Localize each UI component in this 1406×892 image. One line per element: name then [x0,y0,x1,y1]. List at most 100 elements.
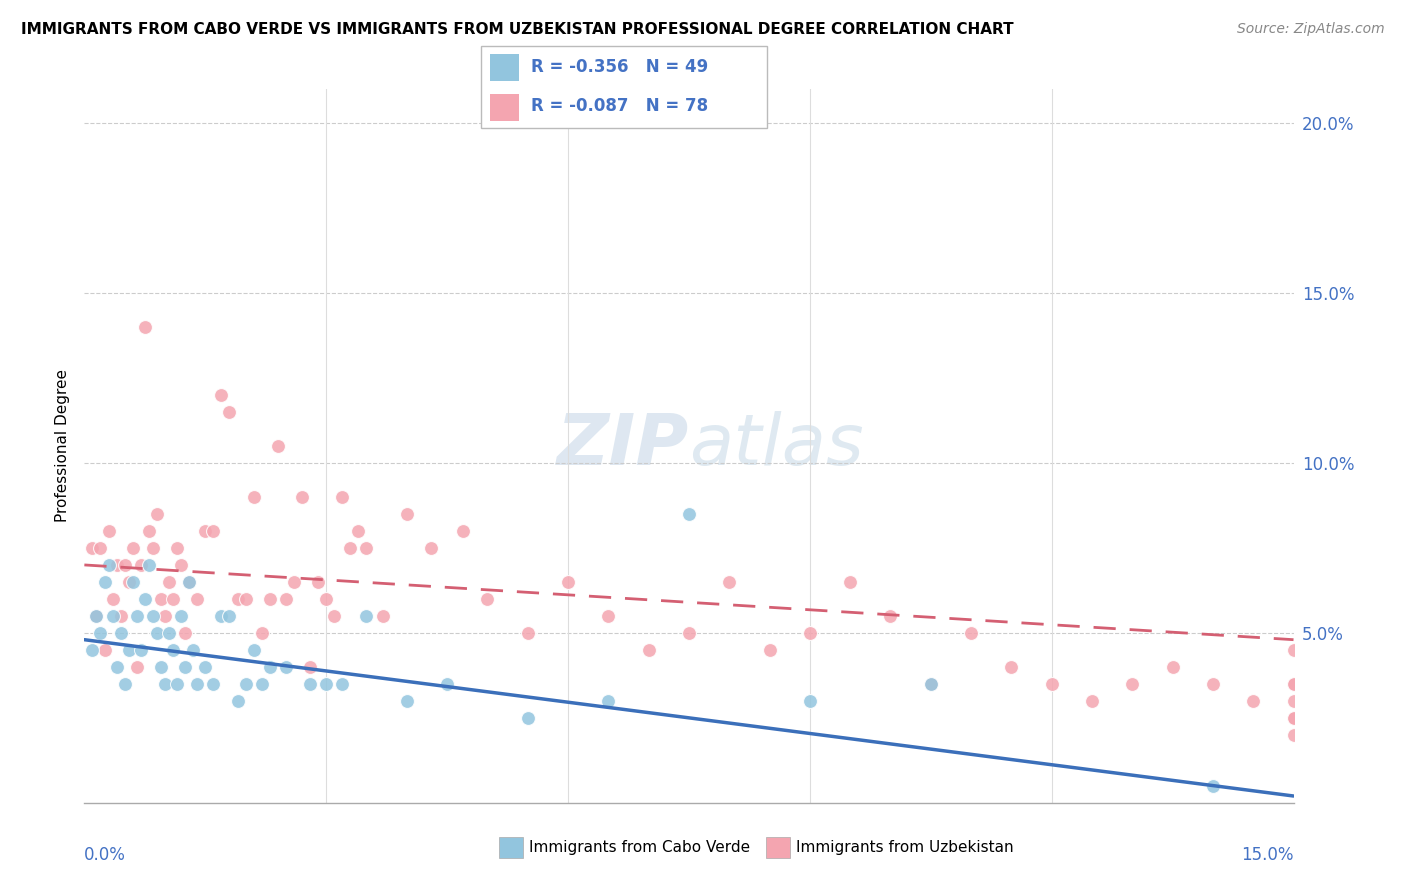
Point [356,608,378,623]
Point [174,660,197,674]
Point [226,694,249,708]
Point [1282,643,1305,657]
Point [93,643,115,657]
Point [315,591,337,606]
Text: 15.0%: 15.0% [1241,846,1294,863]
Text: ZIP: ZIP [557,411,689,481]
Point [371,608,394,623]
Point [1282,728,1305,742]
Point [330,490,353,504]
Text: IMMIGRANTS FROM CABO VERDE VS IMMIGRANTS FROM UZBEKISTAN PROFESSIONAL DEGREE COR: IMMIGRANTS FROM CABO VERDE VS IMMIGRANTS… [21,22,1014,37]
Point [299,677,322,691]
Point [170,558,193,572]
Point [89,541,111,555]
Point [142,608,165,623]
Point [356,541,378,555]
Point [153,608,176,623]
Point [291,490,314,504]
Point [186,677,208,691]
Point [395,507,418,521]
Point [162,643,184,657]
Point [218,608,240,623]
Text: Source: ZipAtlas.com: Source: ZipAtlas.com [1237,22,1385,37]
Point [118,574,141,589]
Point [157,626,180,640]
Point [1241,694,1264,708]
Point [209,388,232,402]
Point [758,643,780,657]
FancyBboxPatch shape [489,54,519,81]
Point [283,574,305,589]
FancyBboxPatch shape [489,94,519,120]
Point [1202,677,1225,691]
Point [250,626,273,640]
Point [920,677,942,691]
Point [557,574,579,589]
Point [134,591,156,606]
Point [598,608,620,623]
Point [598,694,620,708]
Text: atlas: atlas [689,411,863,481]
Point [799,694,821,708]
Point [110,608,132,623]
Point [166,677,188,691]
Point [299,660,322,674]
Point [637,643,659,657]
Point [274,591,297,606]
Point [194,660,217,674]
Point [226,591,249,606]
Point [149,660,172,674]
Point [1202,779,1225,793]
Point [259,660,281,674]
Text: R = -0.087   N = 78: R = -0.087 N = 78 [531,97,709,115]
Point [250,677,273,691]
Point [166,541,188,555]
Point [1282,694,1305,708]
Point [138,524,160,538]
Point [274,660,297,674]
Point [209,608,232,623]
Text: Immigrants from Cabo Verde: Immigrants from Cabo Verde [529,840,749,855]
Point [138,558,160,572]
Point [157,574,180,589]
Point [121,541,143,555]
Point [142,541,165,555]
Point [1040,677,1063,691]
Point [1081,694,1104,708]
Point [181,643,204,657]
Point [93,574,115,589]
Point [146,507,169,521]
Point [323,608,346,623]
Point [194,524,217,538]
Point [114,558,136,572]
Point [516,711,538,725]
Point [186,591,208,606]
Point [125,608,148,623]
Point [307,574,329,589]
Point [678,507,700,521]
Point [960,626,983,640]
Point [1282,711,1305,725]
Point [125,660,148,674]
Point [347,524,370,538]
Point [86,608,108,623]
Point [97,558,120,572]
Text: R = -0.356   N = 49: R = -0.356 N = 49 [531,59,709,77]
Point [82,643,104,657]
Point [162,591,184,606]
Point [516,626,538,640]
Point [89,626,111,640]
Point [129,643,152,657]
Point [146,626,169,640]
Point [174,626,197,640]
Point [82,541,104,555]
Point [153,677,176,691]
Text: Immigrants from Uzbekistan: Immigrants from Uzbekistan [796,840,1014,855]
Point [339,541,361,555]
Point [202,677,225,691]
Point [267,439,290,453]
Point [235,677,257,691]
Point [129,558,152,572]
Point [678,626,700,640]
Point [242,490,264,504]
